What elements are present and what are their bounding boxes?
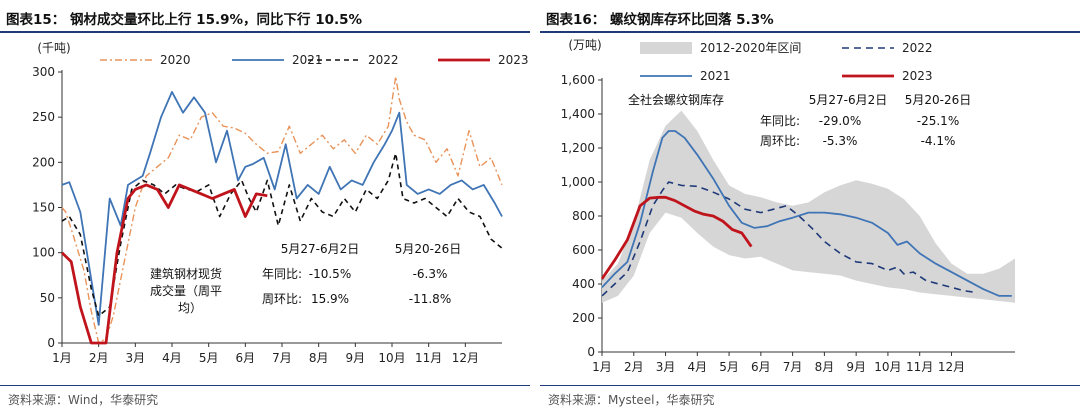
annotation-value: -4.1% xyxy=(921,134,956,148)
source-rule xyxy=(0,385,530,386)
series-line-2022 xyxy=(601,181,978,297)
x-tick-label: 12月 xyxy=(938,360,965,374)
y-tick-label: 0 xyxy=(587,345,595,359)
annotation-value: -5.3% xyxy=(823,134,858,148)
x-tick-label: 3月 xyxy=(656,360,676,374)
title-rule xyxy=(540,31,1080,33)
x-tick-label: 11月 xyxy=(415,351,442,365)
y-tick-label: 250 xyxy=(32,110,55,124)
annotation-header: 5月20-26日 xyxy=(905,93,972,107)
range-band-area xyxy=(602,110,1015,303)
legend-swatch-2012-2020年区间 xyxy=(640,42,692,54)
title-rule xyxy=(0,31,530,33)
y-tick-label: 600 xyxy=(572,243,595,257)
annotation-header: 5月20-26日 xyxy=(395,242,462,256)
y-tick-label: 100 xyxy=(32,246,55,260)
annotation-row-name: 周环比: xyxy=(262,292,302,306)
series-line-2023 xyxy=(600,195,753,280)
annotation-value: -10.5% xyxy=(309,267,351,281)
source-note: 资料来源：Mysteel，华泰研究 xyxy=(548,393,715,407)
x-tick-label: 4月 xyxy=(687,360,707,374)
legend-label-2021: 2021 xyxy=(292,53,323,67)
y-tick-label: 200 xyxy=(572,311,595,325)
chart-title: 图表16： 螺纹钢库存环比回落 5.3% xyxy=(546,12,774,28)
source-rule xyxy=(540,385,1080,386)
x-tick-label: 9月 xyxy=(846,360,866,374)
x-tick-label: 7月 xyxy=(783,360,803,374)
y-tick-label: 0 xyxy=(47,336,55,350)
x-tick-label: 5月 xyxy=(719,360,739,374)
y-tick-label: 800 xyxy=(572,209,595,223)
annotation-row-name: 周环比: xyxy=(760,134,800,148)
series-line-2021 xyxy=(61,91,503,326)
y-tick-label: 1,000 xyxy=(561,175,595,189)
legend-label-2012-2020年区间: 2012-2020年区间 xyxy=(700,41,801,55)
x-tick-label: 9月 xyxy=(346,351,366,365)
annotation-label: 全社会螺纹钢库存 xyxy=(628,92,724,107)
annotation-label: 建筑钢材现货 xyxy=(150,266,222,281)
x-tick-label: 12月 xyxy=(452,351,479,365)
annotation-value: -6.3% xyxy=(413,267,448,281)
x-tick-label: 10月 xyxy=(378,351,405,365)
x-tick-label: 8月 xyxy=(815,360,835,374)
chart-svg: (万吨) 0 200 400 600 800 1,000 1,200 1,400 1,600 1月 2… xyxy=(561,38,1015,374)
x-tick-label: 6月 xyxy=(751,360,771,374)
x-tick-label: 1月 xyxy=(592,360,612,374)
legend-label-2023: 2023 xyxy=(498,53,529,67)
legend-label-2022: 2022 xyxy=(902,41,933,55)
y-tick-label: 1,200 xyxy=(561,141,595,155)
annotation-value: -11.8% xyxy=(409,292,451,306)
annotation-label: 均） xyxy=(178,301,202,315)
annotation-value: -25.1% xyxy=(917,114,959,128)
x-tick-label: 2月 xyxy=(624,360,644,374)
chart-title: 图表15： 钢材成交量环比上行 15.9%，同比下行 10.5% xyxy=(6,12,363,28)
y-tick-label: 400 xyxy=(572,277,595,291)
x-tick-label: 11月 xyxy=(906,360,933,374)
x-tick-label: 3月 xyxy=(126,351,146,365)
annotation-label: 成交量（周平 xyxy=(150,283,222,298)
x-tick-label: 2月 xyxy=(89,351,109,365)
legend-label-2020: 2020 xyxy=(160,53,191,67)
series-line-2021 xyxy=(601,130,1012,297)
legend-label-2023: 2023 xyxy=(902,69,933,83)
y-tick-label: 150 xyxy=(32,201,55,215)
y-unit-label: (千吨) xyxy=(37,41,70,55)
y-tick-label: 200 xyxy=(32,155,55,169)
annotation-value: -29.0% xyxy=(819,114,861,128)
x-tick-label: 5月 xyxy=(199,351,219,365)
x-tick-label: 1月 xyxy=(52,351,72,365)
annotation-row-name: 年同比: xyxy=(760,114,800,128)
series-line-2023 xyxy=(61,183,268,345)
x-tick-label: 6月 xyxy=(236,351,256,365)
y-tick-label: 1,600 xyxy=(561,73,595,87)
annotation-header: 5月27-6月2日 xyxy=(281,242,360,256)
y-tick-label: 50 xyxy=(40,291,55,305)
x-tick-label: 4月 xyxy=(162,351,182,365)
annotation-row-name: 年同比: xyxy=(262,267,302,281)
source-note: 资料来源：Wind，华泰研究 xyxy=(8,393,159,407)
series-line-2020 xyxy=(61,75,503,344)
chart-svg: (千吨) 0 50 100 150 200 250 300 1月 2月 3月 4月 5月 6月 7月 8月 9月… xyxy=(32,41,529,365)
x-tick-label: 10月 xyxy=(874,360,901,374)
chart-panel-steel-volume: 图表15： 钢材成交量环比上行 15.9%，同比下行 10.5% (千吨) 0 50… xyxy=(0,0,530,418)
y-tick-label: 1,400 xyxy=(561,107,595,121)
legend-label-2021: 2021 xyxy=(700,69,731,83)
y-unit-label: (万吨) xyxy=(568,38,601,52)
legend-label-2022: 2022 xyxy=(368,53,399,67)
annotation-value: 15.9% xyxy=(311,292,349,306)
y-tick-label: 300 xyxy=(32,65,55,79)
chart-panel-rebar-inventory: 图表16： 螺纹钢库存环比回落 5.3% (万吨) 0 200 400 600 800 1,… xyxy=(540,0,1080,418)
x-tick-label: 7月 xyxy=(272,351,292,365)
x-tick-label: 8月 xyxy=(309,351,329,365)
series-line-2022 xyxy=(61,152,503,317)
annotation-header: 5月27-6月2日 xyxy=(809,93,888,107)
